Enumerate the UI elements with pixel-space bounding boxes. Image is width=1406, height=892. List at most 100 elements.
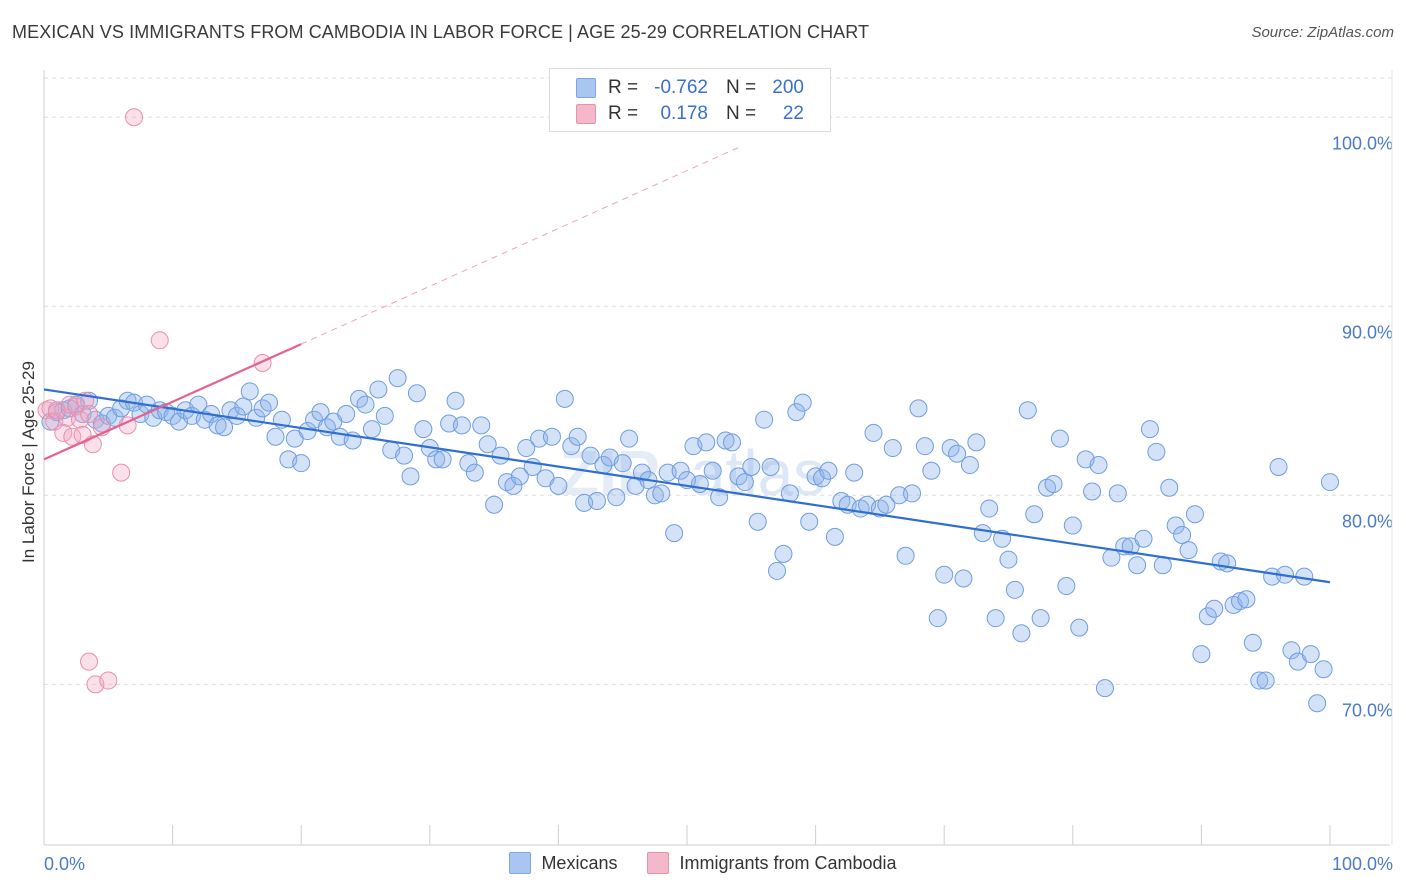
- point-mexicans: [935, 565, 954, 584]
- point-cambodia: [60, 395, 79, 414]
- point-mexicans: [980, 499, 999, 518]
- point-cambodia: [71, 410, 90, 429]
- grid-lines: [44, 77, 1392, 685]
- stats-swatch-cambodia: [576, 104, 596, 124]
- point-mexicans: [427, 450, 446, 469]
- legend-label-cambodia: Immigrants from Cambodia: [679, 852, 897, 873]
- point-mexicans: [1025, 505, 1044, 524]
- point-mexicans: [723, 433, 742, 452]
- point-mexicans: [915, 437, 934, 456]
- point-mexicans: [1140, 420, 1159, 439]
- point-mexicans: [1089, 456, 1108, 475]
- point-mexicans: [690, 474, 709, 493]
- point-mexicans: [369, 380, 388, 399]
- data-points: [37, 108, 1339, 713]
- point-mexicans: [948, 444, 967, 463]
- point-mexicans: [1301, 645, 1320, 664]
- point-mexicans: [1250, 671, 1269, 690]
- point-mexicans: [1198, 607, 1217, 626]
- point-mexicans: [761, 457, 780, 476]
- point-mexicans: [903, 484, 922, 503]
- point-mexicans: [41, 412, 60, 431]
- point-mexicans: [478, 435, 497, 454]
- point-mexicans: [311, 403, 330, 422]
- point-mexicans: [1153, 556, 1172, 575]
- point-mexicans: [1218, 554, 1237, 573]
- point-mexicans: [1128, 556, 1147, 575]
- point-mexicans: [710, 488, 729, 507]
- point-mexicans: [362, 420, 381, 439]
- point-mexicans: [1044, 474, 1063, 493]
- point-mexicans: [1321, 473, 1339, 492]
- point-mexicans: [896, 546, 915, 565]
- point-mexicans: [581, 446, 600, 465]
- point-mexicans: [465, 463, 484, 482]
- point-cambodia: [112, 463, 131, 482]
- point-mexicans: [742, 457, 761, 476]
- point-mexicans: [986, 609, 1005, 628]
- point-mexicans: [1050, 429, 1069, 448]
- point-mexicans: [1147, 442, 1166, 461]
- point-mexicans: [1205, 599, 1224, 618]
- point-cambodia: [99, 671, 118, 690]
- stats-r-value: -0.762: [654, 77, 708, 98]
- point-mexicans: [375, 406, 394, 425]
- point-mexicans: [1192, 645, 1211, 664]
- point-mexicans: [260, 393, 279, 412]
- legend-item-mexicans[interactable]: Mexicans: [509, 852, 617, 874]
- legend-swatch-mexicans: [509, 852, 532, 874]
- point-mexicans: [825, 527, 844, 546]
- legend-item-cambodia[interactable]: Immigrants from Cambodia: [647, 852, 897, 874]
- y-tick-label: 90.0%: [1342, 322, 1393, 342]
- point-mexicans: [1173, 526, 1192, 544]
- legend-swatch-cambodia: [647, 852, 670, 874]
- point-mexicans: [909, 399, 928, 418]
- trend-lines: [43, 147, 1331, 584]
- legend-label-mexicans: Mexicans: [541, 852, 618, 873]
- point-mexicans: [999, 550, 1018, 569]
- stats-n-label: N =: [726, 103, 757, 124]
- point-mexicans: [433, 450, 452, 469]
- point-mexicans: [555, 389, 574, 408]
- point-mexicans: [452, 416, 471, 435]
- point-mexicans: [1243, 633, 1262, 652]
- point-mexicans: [1083, 482, 1102, 501]
- point-mexicans: [883, 439, 902, 458]
- point-mexicans: [613, 454, 632, 473]
- point-mexicans: [973, 524, 992, 543]
- point-mexicans: [1179, 541, 1198, 560]
- stats-n-value: 200: [772, 77, 804, 98]
- point-mexicans: [819, 461, 838, 480]
- point-mexicans: [1070, 618, 1089, 637]
- point-mexicans: [1018, 401, 1037, 420]
- point-mexicans: [472, 416, 491, 435]
- stats-swatch-mexicans: [576, 78, 596, 98]
- point-mexicans: [735, 473, 754, 492]
- point-mexicans: [491, 446, 510, 465]
- stats-n-value: 22: [782, 103, 804, 124]
- stats-r-label: R =: [608, 77, 639, 98]
- point-mexicans: [292, 454, 311, 473]
- stats-r-label: R =: [608, 103, 639, 124]
- point-mexicans: [414, 420, 433, 439]
- point-mexicans: [755, 410, 774, 429]
- y-tick-label: 100.0%: [1332, 133, 1393, 153]
- point-mexicans: [1160, 478, 1179, 497]
- point-mexicans: [1095, 679, 1114, 698]
- point-mexicans: [703, 461, 722, 480]
- point-mexicans: [748, 512, 767, 531]
- point-mexicans: [407, 384, 426, 403]
- point-cambodia: [80, 652, 99, 671]
- point-mexicans: [877, 495, 896, 514]
- point-mexicans: [800, 512, 819, 531]
- point-mexicans: [208, 416, 227, 435]
- x-tick-label: 100.0%: [1332, 854, 1393, 874]
- stats-legend: R = -0.762 N = 200 R = 0.178 N = 22: [549, 68, 831, 132]
- axes: 70.0% 80.0% 90.0% 100.0% 0.0% 100.0%: [43, 70, 1393, 874]
- trend-line-cambodia-extended: [300, 147, 739, 345]
- point-mexicans: [446, 391, 465, 410]
- point-mexicans: [1282, 641, 1301, 660]
- point-mexicans: [517, 439, 536, 458]
- point-mexicans: [620, 429, 639, 448]
- point-mexicans: [1314, 660, 1333, 679]
